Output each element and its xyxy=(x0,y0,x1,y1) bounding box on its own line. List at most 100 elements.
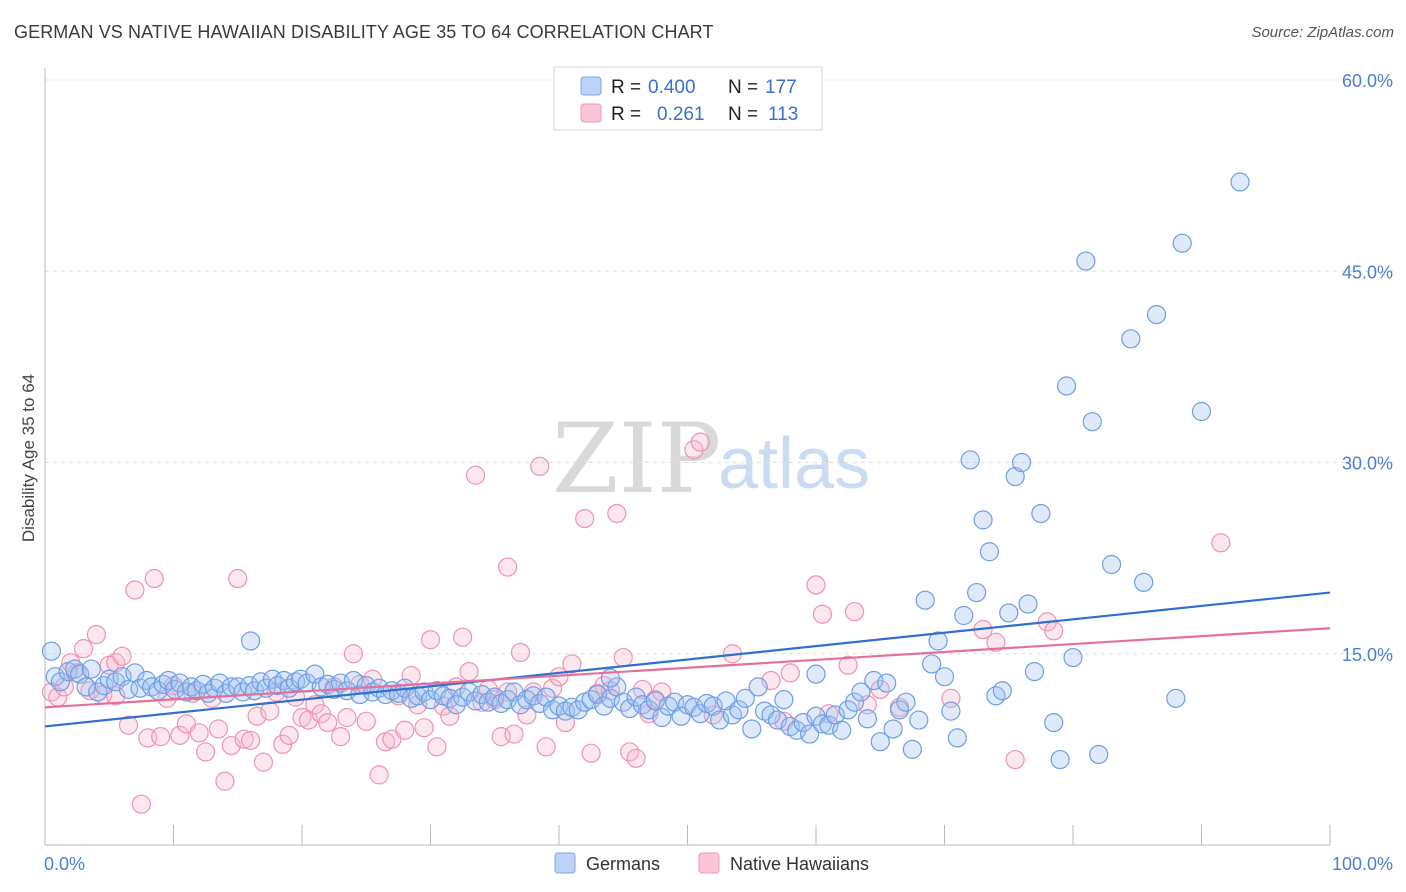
germans-point-111 xyxy=(729,700,749,720)
hawaiians-point-46 xyxy=(337,707,357,728)
hawaiians-point-51 xyxy=(369,765,389,785)
germans-point-149 xyxy=(973,510,993,530)
hawaiians-point-6 xyxy=(80,681,100,701)
germans-point-14 xyxy=(125,663,145,683)
bottom-legend-native-hawaiians: Native Hawaiians xyxy=(730,854,869,874)
hawaiians-point-114 xyxy=(1211,533,1231,553)
germans-point-144 xyxy=(941,701,961,721)
germans-point-98 xyxy=(645,691,665,711)
germans-point-131 xyxy=(857,709,878,729)
germans-point-110 xyxy=(722,705,743,725)
series-germans-points xyxy=(41,172,1250,770)
germans-point-112 xyxy=(735,688,755,708)
hawaiians-point-111 xyxy=(1005,749,1025,770)
germans-point-135 xyxy=(883,719,903,739)
germans-point-173 xyxy=(241,631,261,651)
hawaiians-point-29 xyxy=(228,568,248,589)
germans-point-1 xyxy=(45,667,65,687)
germans-point-2 xyxy=(50,672,71,692)
germans-point-30 xyxy=(216,683,236,703)
germans-point-108 xyxy=(710,710,730,730)
legend-swatch-germans xyxy=(580,76,602,96)
hawaiians-point-64 xyxy=(453,627,473,647)
tick-labels: 15.0% 30.0% 45.0% 60.0% 0.0% 100.0% xyxy=(44,71,1393,874)
bottom-legend: Germans Native Hawaiians xyxy=(554,852,869,874)
hawaiians-point-95 xyxy=(684,440,704,460)
hawaiians-point-43 xyxy=(318,712,338,733)
hawaiians-point-76 xyxy=(530,456,550,476)
legend-swatch-hawaiians xyxy=(580,103,602,123)
hawaiians-point-72 xyxy=(504,724,524,744)
hawaiians-point-55 xyxy=(395,720,415,740)
legend-r-label-germans: R = xyxy=(611,77,641,98)
germans-point-153 xyxy=(999,603,1019,623)
hawaiians-point-11 xyxy=(112,646,132,666)
germans-point-160 xyxy=(1050,749,1070,770)
germans-point-23 xyxy=(176,682,196,702)
x-tick-label-0: 0.0% xyxy=(44,854,85,874)
legend-r-label-hawaiians: R = xyxy=(611,104,641,125)
germans-point-68 xyxy=(453,687,473,707)
legend-n-value-hawaiians: 113 xyxy=(768,104,798,125)
germans-point-151 xyxy=(986,686,1006,706)
bottom-legend-germans: Germans xyxy=(586,854,660,874)
germans-point-161 xyxy=(1056,376,1077,396)
germans-point-128 xyxy=(838,700,858,720)
bottom-legend-swatch-hawaiians xyxy=(698,852,720,874)
germans-point-107 xyxy=(703,696,723,716)
hawaiians-point-12 xyxy=(118,715,139,735)
hawaiians-point-7 xyxy=(86,625,107,645)
germans-point-19 xyxy=(153,674,173,694)
legend-n-value-germans: 177 xyxy=(765,77,797,98)
germans-point-156 xyxy=(1018,594,1038,614)
germans-point-174 xyxy=(806,664,826,684)
x-tick-label-1: 100.0% xyxy=(1332,854,1393,874)
germans-point-163 xyxy=(1076,251,1096,271)
germans-point-133 xyxy=(870,732,890,752)
germans-point-150 xyxy=(979,542,1000,562)
germans-point-145 xyxy=(947,728,967,748)
y-tick-label-2: 45.0% xyxy=(1342,262,1393,282)
germans-point-170 xyxy=(1172,233,1192,253)
germans-point-29 xyxy=(210,673,230,693)
germans-point-99 xyxy=(652,707,672,728)
germans-point-129 xyxy=(844,692,865,712)
hawaiians-point-83 xyxy=(581,743,601,763)
germans-point-125 xyxy=(819,715,839,735)
germans-point-118 xyxy=(774,690,794,710)
y-tick-label-1: 30.0% xyxy=(1342,454,1393,474)
germans-point-147 xyxy=(960,450,980,470)
germans-point-137 xyxy=(896,692,916,712)
germans-point-75 xyxy=(498,690,518,710)
germans-point-175 xyxy=(1166,688,1186,708)
germans-point-140 xyxy=(915,590,935,610)
germans-point-86 xyxy=(568,700,588,720)
germans-point-165 xyxy=(1089,744,1109,765)
hawaiians-point-17 xyxy=(151,727,171,747)
germans-point-90 xyxy=(594,696,614,716)
germans-point-4 xyxy=(64,659,85,679)
hawaiians-point-65 xyxy=(459,661,479,682)
germans-point-67 xyxy=(446,695,466,715)
hawaiians-point-20 xyxy=(170,725,190,745)
hawaiians-point-60 xyxy=(427,737,447,757)
bottom-legend-swatch-germans xyxy=(554,852,576,874)
hawaiians-point-66 xyxy=(465,465,486,485)
hawaiians-point-59 xyxy=(420,630,441,650)
hawaiians-point-100 xyxy=(806,575,826,595)
germans-point-172 xyxy=(1230,172,1250,192)
germans-point-94 xyxy=(620,698,640,719)
trend-lines xyxy=(44,591,1331,728)
hawaiians-point-24 xyxy=(196,742,216,762)
y-tick-label-0: 15.0% xyxy=(1342,645,1393,665)
germans-point-139 xyxy=(909,710,929,730)
germans-point-91 xyxy=(600,688,621,708)
hawaiians-point-104 xyxy=(844,602,865,622)
germans-point-168 xyxy=(1134,572,1154,592)
germans-point-159 xyxy=(1044,712,1064,733)
legend: R = 0.400 N = 177 R = 0.261 N = 113 xyxy=(553,66,823,131)
hawaiians-point-90 xyxy=(626,748,646,768)
hawaiians-point-113 xyxy=(1044,621,1064,641)
hawaiians-point-99 xyxy=(780,663,800,683)
